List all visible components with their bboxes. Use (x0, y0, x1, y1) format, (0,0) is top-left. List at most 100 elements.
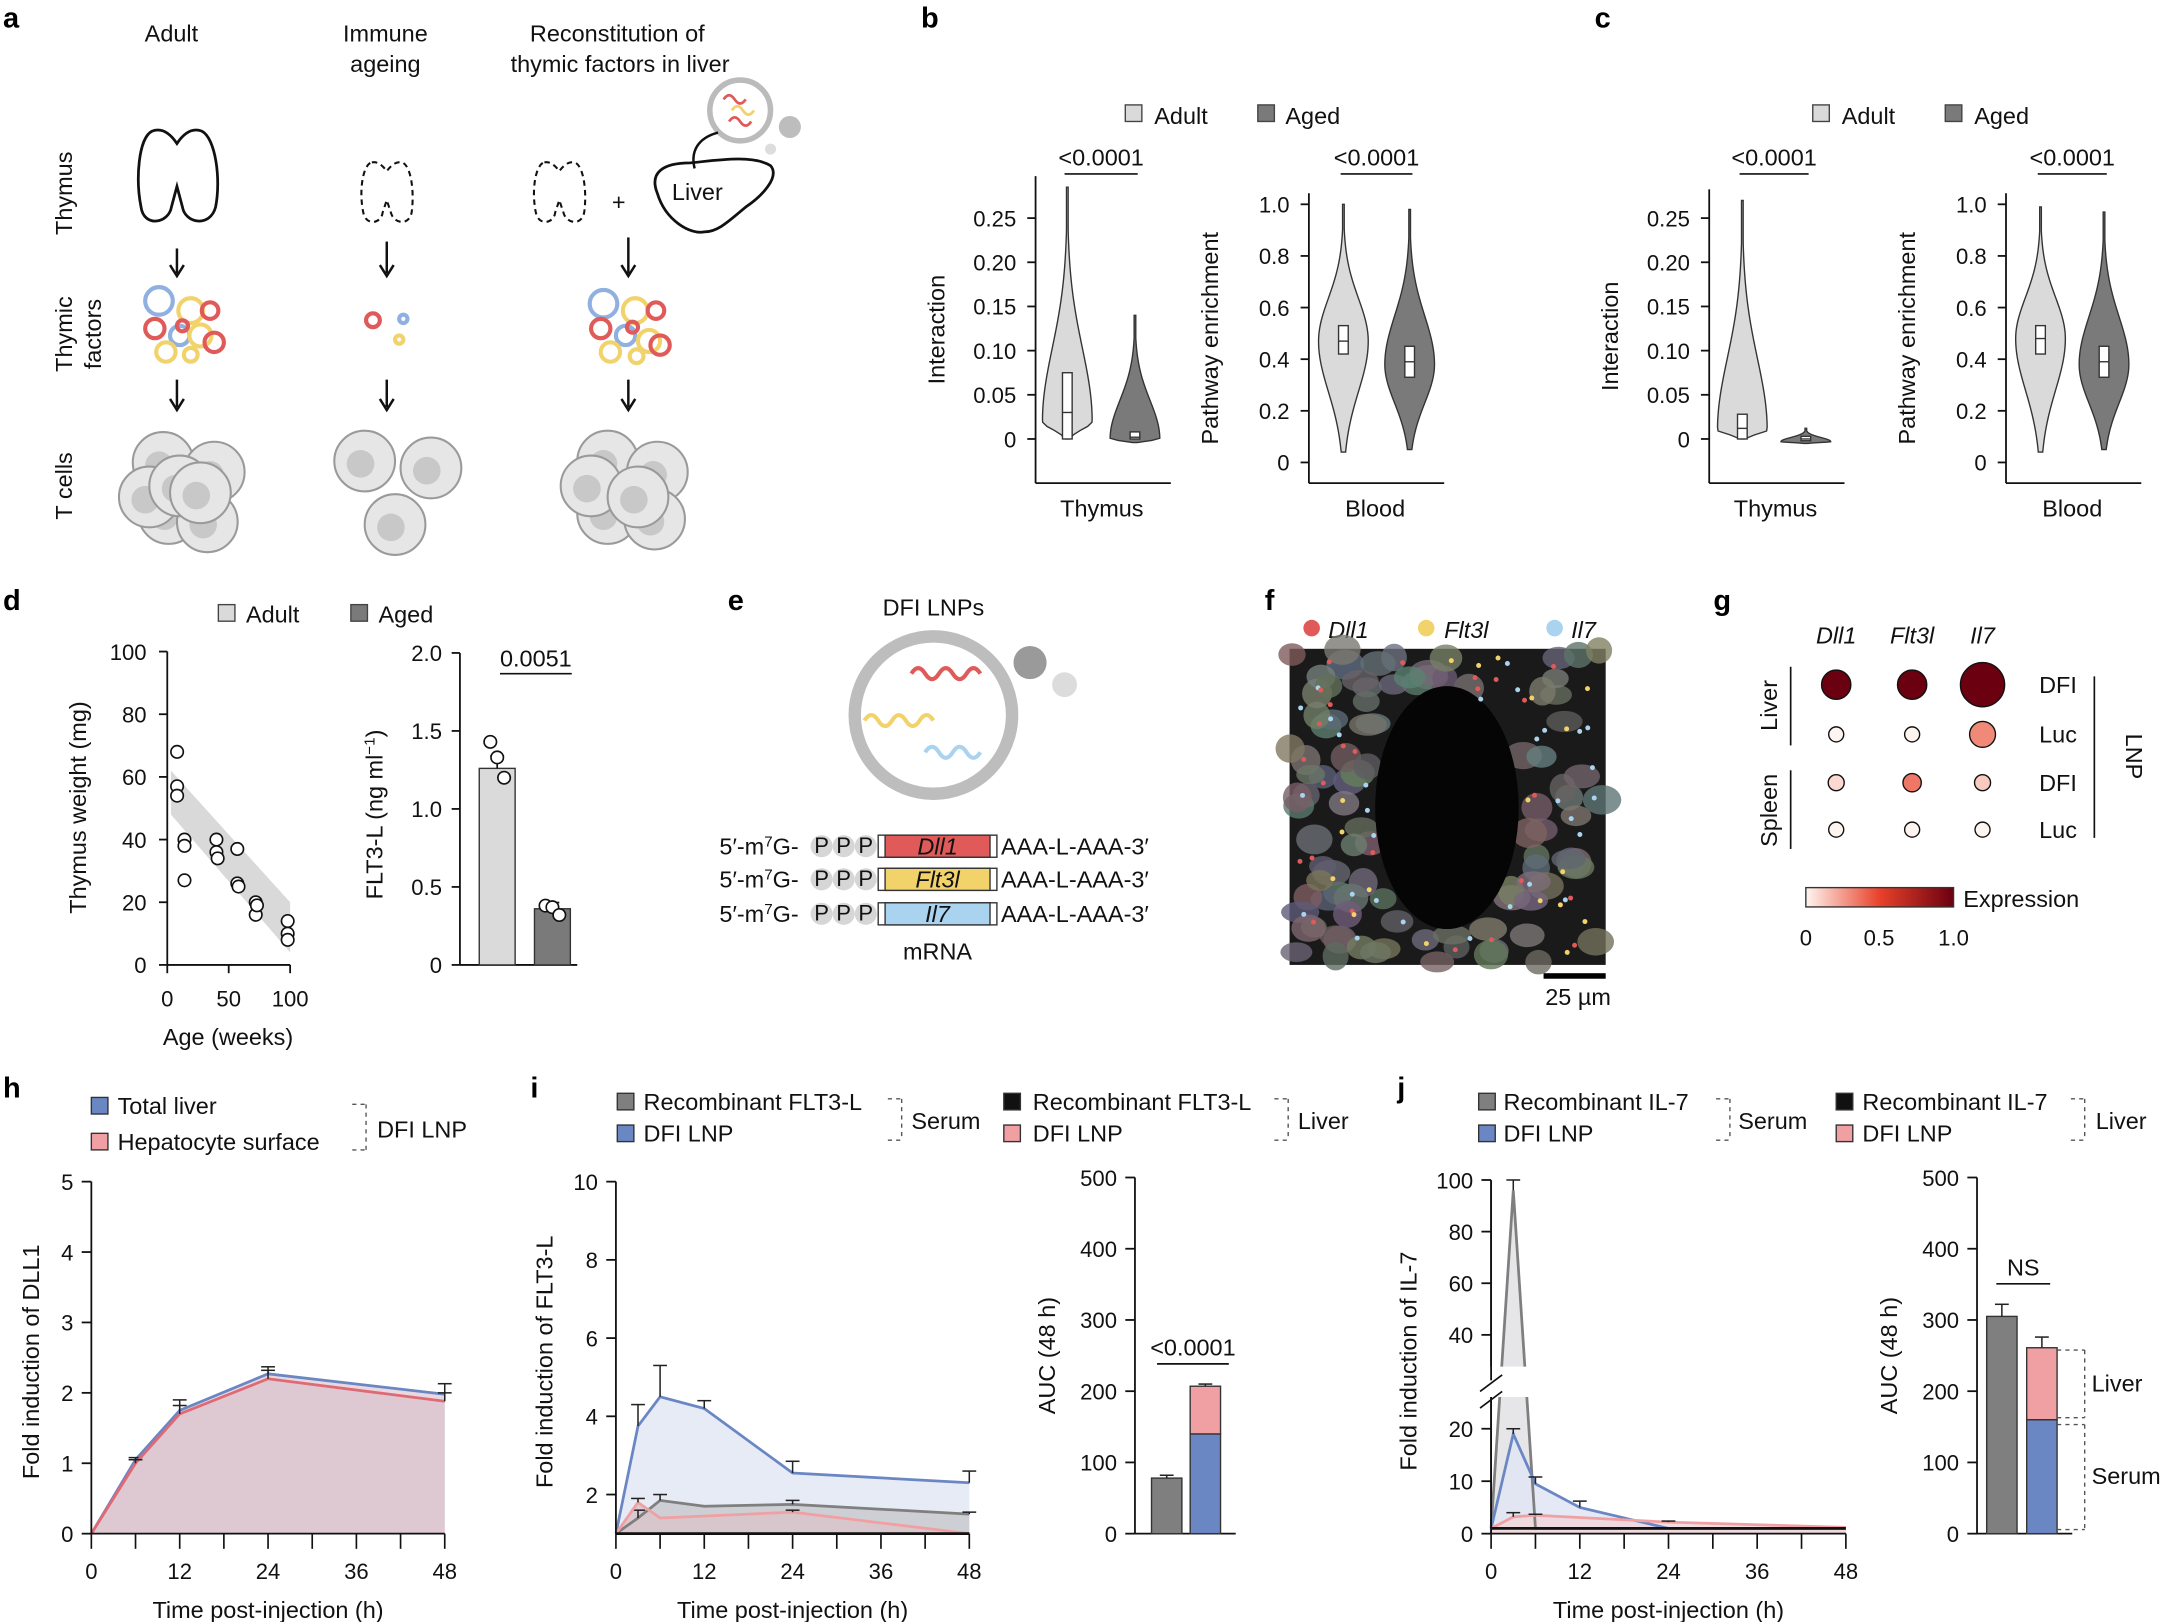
transcript-dot (1320, 780, 1326, 786)
legend-swatch-recombinant-serum (1477, 1092, 1496, 1111)
regression-band (170, 770, 291, 953)
legend-aged: Aged (378, 602, 433, 628)
legend-swatch-dfi-liver (1003, 1124, 1022, 1143)
y-axis-label: Pathway enrichment (1197, 231, 1223, 444)
x-axis-label: Blood (1345, 495, 1405, 521)
legend-label: Recombinant IL-7 (1862, 1089, 2047, 1115)
y-tick-label: 0 (1974, 451, 1986, 476)
transcript-dot (1467, 936, 1473, 941)
nucleus (1411, 929, 1439, 951)
transcript-dot (1557, 902, 1563, 908)
y-tick-label: 0 (1461, 1522, 1473, 1547)
legend-c: Adult Aged (1812, 103, 2029, 129)
thymic-factor-icon (627, 347, 646, 366)
expression-dot (1902, 772, 1922, 793)
legend-label: Total liver (118, 1093, 217, 1119)
transcript-dot (1318, 687, 1324, 693)
scatter-chart-d: 0 20 40 60 80 100 0 50 100 Age (weeks) Thymus weig… (65, 640, 309, 1050)
transcript-dot (1300, 792, 1306, 798)
thymic-factor-icon (397, 312, 410, 326)
box-adult (1061, 372, 1073, 440)
x-tick-label: 48 (957, 1559, 982, 1584)
thymic-factor-icon (392, 333, 406, 346)
thymus-icon (137, 128, 220, 223)
y-tick-label: 4 (61, 1240, 73, 1265)
y-axis-label: AUC (48 h) (1876, 1297, 1902, 1414)
x-tick-label: 24 (780, 1559, 805, 1584)
expression-dot (1973, 774, 1992, 792)
y-tick-label: 100 (110, 640, 147, 665)
charts: 00.050.100.150.200.25ThymusInteraction<0… (18, 145, 2161, 1622)
phosphate-label: P (814, 866, 829, 891)
scale-bar-label: 25 µm (1545, 984, 1611, 1010)
thymic-factor-icon (624, 319, 641, 335)
p-value: <0.0001 (1150, 1335, 1235, 1361)
bar-segment (1150, 1477, 1183, 1535)
cap-sup: 7 (764, 833, 772, 850)
y-tick-label: 0 (1277, 451, 1289, 476)
data-point (497, 770, 512, 785)
x-tick-label: 36 (344, 1559, 369, 1584)
phosphate-label: P (814, 901, 829, 926)
y-axis-label: Fold induction of DLL1 (18, 1244, 44, 1479)
data-point (170, 788, 185, 803)
row-label: Luc (2039, 722, 2077, 748)
box-aged (1129, 431, 1141, 440)
row-label: DFI (2039, 770, 2077, 796)
mrna-constructs: 5′-m7G- P P P Dll1 AAA-L-AAA-3′5′-m7G- P P P Flt3… (719, 833, 1148, 927)
transcript-dot (1493, 676, 1499, 682)
y-tick-label: 0.8 (1956, 244, 1987, 269)
y-tick-label: 0.25 (973, 206, 1016, 231)
y-tick-label: 0.05 (973, 383, 1016, 408)
legend-swatch-aged (1257, 104, 1276, 123)
expression-dot (1968, 720, 1997, 749)
x-tick-label: 0 (161, 986, 173, 1011)
nucleus (1420, 951, 1455, 973)
box-adult (1736, 413, 1748, 440)
y-tick-label: 20 (122, 891, 147, 916)
transcript-dot (1352, 748, 1358, 754)
phosphate-icon (832, 902, 855, 925)
y-tick-label: 0.8 (1259, 244, 1290, 269)
legend-label: Recombinant FLT3-L (644, 1089, 863, 1115)
legend-label: Il7 (1571, 617, 1597, 643)
polya-tail: AAA-L-AAA-3′ (1001, 833, 1149, 859)
data-point (249, 898, 265, 913)
y-label-end: ) (362, 730, 388, 738)
gene-label: Il7 (925, 901, 951, 927)
col-recon-1: Reconstitution of (530, 20, 705, 46)
transcript-dot (1328, 716, 1334, 722)
y-tick-label: 10 (1449, 1469, 1474, 1494)
particle-icon (765, 143, 777, 155)
legend-label: DFI LNP (1504, 1121, 1594, 1147)
y-tick-label: 0 (61, 1522, 73, 1547)
phosphate-icon (832, 868, 855, 891)
x-tick-label: 12 (167, 1559, 192, 1584)
legend-group-liver: Liver (2096, 1108, 2147, 1134)
legend-label: DFI LNP (1033, 1121, 1123, 1147)
nucleus (1341, 669, 1379, 692)
t-cell-nucleus (620, 485, 648, 514)
y-tick-label: 1.0 (1956, 193, 1987, 218)
legend-label: Flt3l (1444, 617, 1489, 643)
transcript-dot (1472, 675, 1478, 681)
y-tick-label: 200 (1080, 1379, 1117, 1404)
phosphate-label: P (858, 866, 873, 891)
y-tick-label: 0.15 (973, 295, 1016, 320)
violin-adult (1041, 186, 1093, 440)
col-ageing-1: Immune (343, 20, 428, 46)
y-tick-label: 0 (1678, 427, 1690, 452)
y-tick-label: 0.6 (1956, 296, 1987, 321)
legend-h: Total liver Hepatocyte surface DFI LNP (90, 1093, 467, 1155)
transcript-dot (1564, 726, 1570, 732)
arrow-head-icon (378, 398, 395, 413)
y-tick-label: 1 (61, 1452, 73, 1477)
expression-dot (1903, 821, 1921, 838)
p-value: <0.0001 (1731, 145, 1816, 171)
thymic-factor-icon (187, 322, 214, 349)
il7-mrna-icon (923, 744, 983, 760)
gene-label: Flt3l (915, 867, 960, 893)
legend-swatch-dfi-serum (1477, 1124, 1496, 1143)
transcript-dot (1340, 798, 1346, 804)
y-tick-label: 0 (1105, 1522, 1117, 1547)
